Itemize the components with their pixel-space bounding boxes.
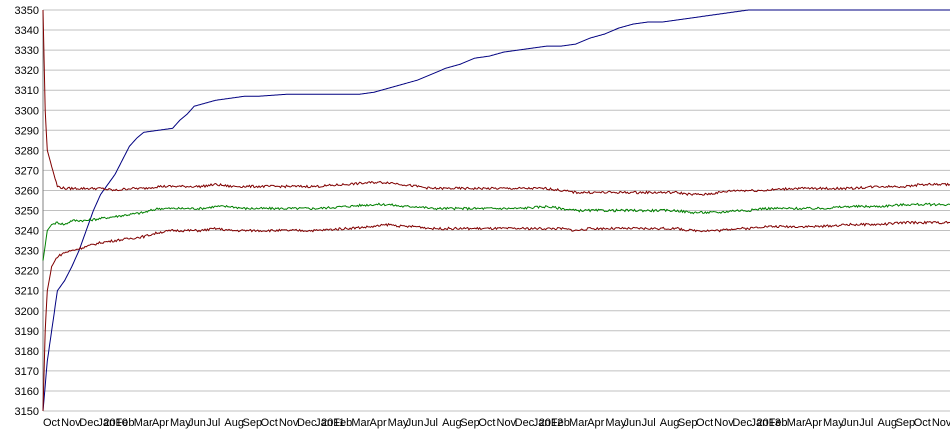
x-tick-label: Dec (732, 417, 752, 429)
series-layer (42, 9, 950, 412)
x-tick-label: Mar (134, 417, 153, 429)
y-tick-label: 3260 (15, 185, 39, 197)
y-tick-label: 3300 (15, 105, 39, 117)
x-tick-label: Jun (406, 417, 424, 429)
x-tick-label: Jun (623, 417, 641, 429)
x-tick-label: May (605, 417, 626, 429)
x-tick-label: Oct (261, 417, 278, 429)
y-tick-label: 3210 (15, 286, 39, 298)
x-tick-label: Nov (497, 417, 517, 429)
y-tick-label: 3160 (15, 386, 39, 398)
y-tick-label: 3270 (15, 165, 39, 177)
y-axis: 3150 3160 3170 3180 3190 3200 3210 3220 3230 3240… (15, 5, 44, 418)
x-tick-label: Mar (351, 417, 370, 429)
x-tick-label: Nov (61, 417, 81, 429)
x-tick-label: Sep (678, 417, 698, 429)
x-year-label: 2013 (756, 417, 780, 429)
x-tick-label: Apr (370, 417, 387, 429)
x-tick-label: Oct (914, 417, 931, 429)
series-line-3 (42, 9, 950, 197)
y-tick-label: 3330 (15, 45, 39, 57)
x-tick-label: Apr (152, 417, 169, 429)
x-tick-label: Feb (116, 417, 135, 429)
series-line-4 (42, 220, 950, 412)
y-tick-label: 3150 (15, 406, 39, 418)
x-tick-label: Mar (569, 417, 588, 429)
x-tick-label: Nov (714, 417, 734, 429)
x-year-label: 2010 (103, 417, 127, 429)
x-tick-label: Jan (533, 417, 551, 429)
y-tick-label: 3250 (15, 206, 39, 218)
x-tick-label: Jan (750, 417, 768, 429)
x-tick-label: Aug (877, 417, 897, 429)
x-tick-label: Sep (896, 417, 916, 429)
x-tick-label: Jun (188, 417, 206, 429)
x-tick-label: Nov (932, 417, 950, 429)
x-tick-label: Jan (315, 417, 333, 429)
x-tick-label: Dec (515, 417, 535, 429)
x-tick-label: Apr (805, 417, 822, 429)
y-tick-label: 3200 (15, 306, 39, 318)
x-tick-label: Aug (442, 417, 462, 429)
x-tick-label: Jul (642, 417, 656, 429)
x-tick-label: Jan (97, 417, 115, 429)
x-tick-label: Apr (587, 417, 604, 429)
y-tick-label: 3240 (15, 226, 39, 238)
x-tick-label: May (170, 417, 191, 429)
x-tick-label: Feb (769, 417, 788, 429)
x-tick-label: Dec (79, 417, 99, 429)
x-tick-label: Nov (279, 417, 299, 429)
x-tick-label: Mar (787, 417, 806, 429)
x-tick-label: Oct (696, 417, 713, 429)
y-tick-label: 3320 (15, 65, 39, 77)
x-tick-label: May (823, 417, 844, 429)
x-tick-label: Feb (333, 417, 352, 429)
y-tick-label: 3180 (15, 346, 39, 358)
y-tick-label: 3290 (15, 125, 39, 137)
x-year-label: 2011 (321, 417, 345, 429)
y-tick-label: 3230 (15, 246, 39, 258)
y-tick-label: 3340 (15, 25, 39, 37)
x-tick-label: Jul (859, 417, 873, 429)
x-tick-label: Jun (841, 417, 859, 429)
x-tick-label: May (388, 417, 409, 429)
y-tick-label: 3310 (15, 85, 39, 97)
x-tick-label: Aug (224, 417, 244, 429)
x-tick-label: Sep (460, 417, 480, 429)
x-tick-label: Jul (206, 417, 220, 429)
y-tick-label: 3280 (15, 145, 39, 157)
x-tick-label: Dec (297, 417, 317, 429)
x-tick-label: Feb (551, 417, 570, 429)
x-tick-label: Jul (424, 417, 438, 429)
y-tick-label: 3190 (15, 326, 39, 338)
series-line-1 (42, 9, 950, 412)
series-line-2 (42, 202, 950, 261)
y-tick-label: 3350 (15, 5, 39, 17)
y-tick-label: 3220 (15, 266, 39, 278)
y-tick-label: 3170 (15, 366, 39, 378)
x-tick-label: Oct (43, 417, 60, 429)
x-tick-label: Oct (478, 417, 495, 429)
x-tick-label: Aug (660, 417, 680, 429)
x-year-label: 2012 (539, 417, 563, 429)
grid-lines (43, 9, 950, 412)
x-tick-label: Sep (243, 417, 263, 429)
